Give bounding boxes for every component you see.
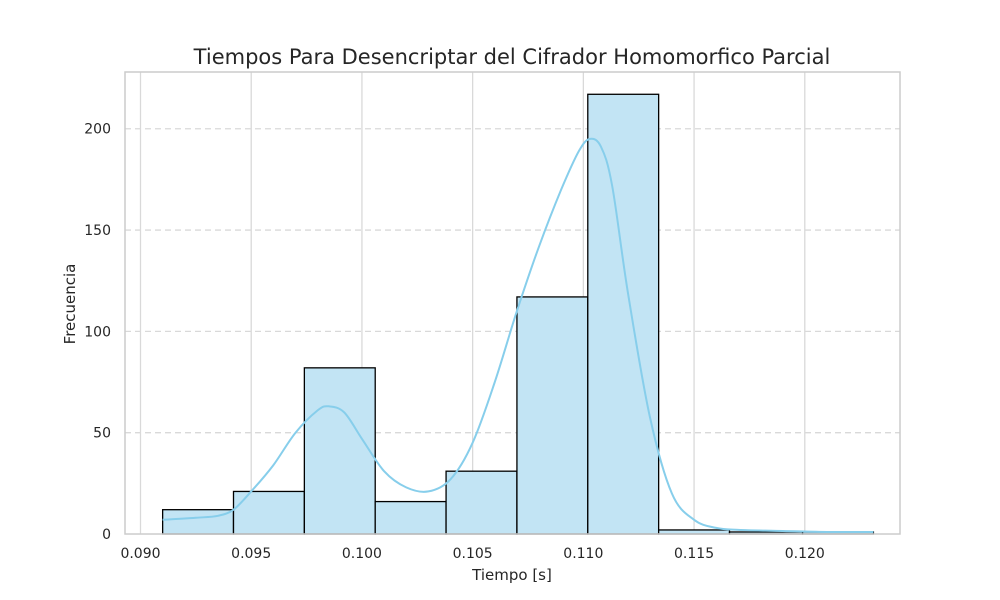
chart-title: Tiempos Para Desencriptar del Cifrador H… bbox=[193, 45, 831, 69]
plot-frame bbox=[124, 71, 901, 535]
y-axis-label: Frecuencia bbox=[61, 264, 79, 345]
kde-curve-group bbox=[162, 137, 874, 534]
x-tick-labels: 0.090 0.095 0.100 0.105 0.110 0.115 0.120 bbox=[120, 546, 824, 562]
histogram-bar bbox=[516, 296, 589, 535]
histogram-bar bbox=[374, 500, 447, 535]
x-tick-label: 0.095 bbox=[231, 546, 271, 562]
histogram-bar bbox=[445, 470, 518, 535]
x-tick-label: 0.100 bbox=[342, 546, 382, 562]
y-tick-label: 0 bbox=[102, 527, 111, 543]
histogram-bar bbox=[587, 93, 660, 535]
y-tick-label: 150 bbox=[84, 223, 111, 239]
histogram-bar bbox=[161, 509, 235, 535]
y-tick-label: 50 bbox=[93, 426, 111, 442]
x-tick-label: 0.120 bbox=[785, 546, 825, 562]
kde-curve bbox=[162, 137, 874, 534]
histogram-bar bbox=[303, 367, 376, 535]
x-tick-label: 0.105 bbox=[453, 546, 493, 562]
x-tick-label: 0.090 bbox=[120, 546, 160, 562]
x-tick-label: 0.110 bbox=[563, 546, 603, 562]
grid bbox=[125, 72, 900, 534]
y-tick-labels: 0 50 100 150 200 bbox=[84, 122, 111, 543]
histogram-bars bbox=[161, 93, 875, 535]
y-tick-label: 100 bbox=[84, 324, 111, 340]
x-axis-label: Tiempo [s] bbox=[471, 566, 552, 584]
histogram-bar bbox=[232, 490, 306, 535]
x-tick-label: 0.115 bbox=[674, 546, 714, 562]
y-tick-label: 200 bbox=[84, 122, 111, 138]
